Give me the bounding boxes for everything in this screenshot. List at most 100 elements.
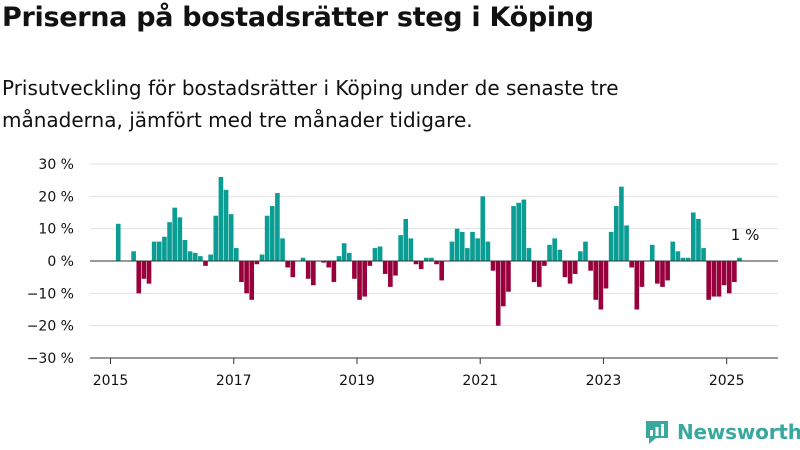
- bar: [675, 251, 681, 261]
- bar: [388, 261, 393, 287]
- bar: [187, 251, 193, 261]
- bar: [649, 244, 655, 261]
- bar: [336, 256, 342, 261]
- bar: [300, 257, 306, 261]
- bar: [203, 261, 208, 266]
- bar: [372, 248, 378, 261]
- bar: [572, 261, 578, 274]
- bar: [326, 261, 332, 268]
- bar: [408, 238, 414, 261]
- bar: [511, 206, 516, 261]
- bar: [131, 251, 136, 261]
- bar: [634, 261, 640, 310]
- bar: [254, 261, 260, 265]
- bar: [454, 228, 460, 261]
- bar: [182, 239, 188, 261]
- newsworthy-logo-text: Newsworthy: [677, 420, 800, 444]
- bar: [192, 252, 198, 261]
- bar: [639, 261, 645, 287]
- x-tick-label: 2023: [586, 373, 622, 389]
- y-tick-label: 20 %: [38, 189, 74, 205]
- bar: [706, 261, 712, 300]
- bar: [660, 261, 665, 287]
- bar: [244, 261, 249, 294]
- bar: [321, 261, 326, 263]
- bar: [249, 261, 255, 300]
- bar: [562, 261, 568, 278]
- bar: [526, 248, 532, 261]
- bar: [629, 261, 634, 268]
- bar: [465, 248, 470, 261]
- bar: [480, 196, 486, 261]
- bar: [367, 261, 373, 266]
- bar: [578, 251, 583, 261]
- newsworthy-logo-icon: [646, 421, 668, 444]
- bar: [680, 257, 686, 261]
- bar: [439, 261, 445, 281]
- bar: [172, 207, 178, 261]
- bar: [485, 241, 491, 261]
- page-title: Priserna på bostadsrätter steg i Köping: [2, 2, 594, 33]
- bar: [690, 212, 696, 261]
- bar: [459, 231, 465, 261]
- bar: [346, 252, 352, 261]
- y-tick-label: 30 %: [38, 157, 74, 173]
- bar: [685, 257, 691, 261]
- bar: [290, 261, 296, 278]
- y-tick-label: 0 %: [47, 254, 74, 270]
- bar: [588, 261, 593, 271]
- bar: [352, 261, 357, 279]
- bar: [259, 254, 265, 261]
- bar: [413, 261, 419, 265]
- bar: [552, 238, 557, 261]
- bar: [716, 261, 722, 297]
- annotations: 1 %: [731, 226, 760, 244]
- bar: [136, 261, 142, 294]
- bar: [311, 261, 316, 286]
- bar: [218, 176, 224, 261]
- bar: [449, 241, 455, 261]
- bar: [696, 218, 701, 261]
- bar: [655, 261, 660, 284]
- x-tick-label: 2025: [709, 373, 745, 389]
- y-tick-label: −30 %: [27, 351, 74, 367]
- bar: [608, 231, 614, 261]
- bar: [377, 246, 383, 261]
- bar: [275, 193, 280, 261]
- bar: [269, 206, 275, 261]
- bar: [737, 257, 742, 261]
- bar: [429, 257, 434, 261]
- x-tick-label: 2019: [339, 373, 375, 389]
- bar: [177, 217, 183, 261]
- bar: [521, 199, 527, 261]
- bar: [732, 261, 737, 283]
- y-axis: 30 % 20 % 10 % 0 % −10 % −20 % −30 %: [27, 157, 74, 367]
- bar: [213, 215, 219, 261]
- bar: [470, 231, 475, 261]
- bar: [603, 261, 609, 289]
- bar: [228, 214, 234, 261]
- bar: [547, 244, 552, 261]
- bar: [264, 215, 270, 261]
- bar: [495, 261, 501, 326]
- bar: [434, 261, 439, 265]
- bars: [115, 176, 742, 326]
- bar: [490, 261, 496, 271]
- x-axis: 2015 2017 2019 2021 2023 2025: [90, 357, 778, 389]
- bar: [362, 261, 367, 297]
- bar: [531, 261, 537, 283]
- bar: [726, 261, 732, 294]
- bar: [670, 241, 676, 261]
- bar: [711, 261, 717, 297]
- bar: [141, 261, 147, 279]
- bar: [341, 243, 347, 261]
- bar: [393, 261, 398, 276]
- x-tick-label: 2015: [93, 373, 129, 389]
- bar: [223, 189, 229, 261]
- bar: [557, 249, 563, 261]
- bar: [198, 256, 203, 261]
- bar: [156, 241, 162, 261]
- bar: [542, 261, 547, 266]
- y-tick-label: −10 %: [27, 286, 74, 302]
- bar: [624, 225, 629, 261]
